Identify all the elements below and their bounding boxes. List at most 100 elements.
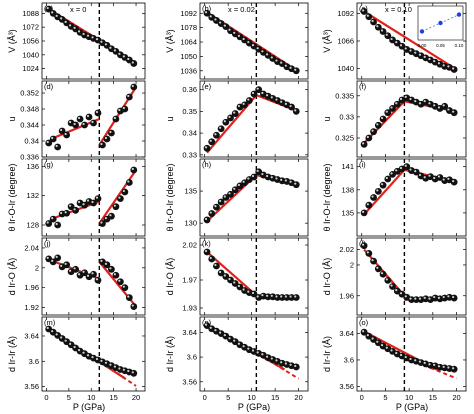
y-tick-label: 1.96	[339, 291, 354, 300]
y-tick-label: 1050	[180, 52, 197, 61]
data-point	[54, 143, 62, 151]
data-point	[236, 283, 244, 291]
data-point	[250, 90, 258, 98]
data-point	[292, 181, 300, 189]
data-point	[94, 109, 102, 117]
y-axis-label: θ Ir-O-Ir (degree)	[165, 163, 175, 231]
x-tick-label: 0	[44, 393, 48, 402]
data-point	[90, 119, 97, 127]
data-point	[360, 8, 368, 15]
data-point	[408, 296, 415, 303]
data-point	[379, 115, 387, 123]
data-point	[208, 210, 216, 217]
plot-frame	[356, 316, 467, 392]
x-tick-label: 20	[132, 393, 140, 402]
panel-label: (j)	[44, 239, 51, 248]
y-tick-label: 2.02	[182, 241, 197, 250]
panel-label: (k)	[202, 239, 211, 248]
x-tick-label: 10	[247, 393, 255, 402]
data-point	[99, 141, 106, 149]
data-point	[384, 175, 392, 183]
data-point	[374, 23, 382, 31]
data-point	[255, 86, 263, 94]
x-tick-label: 5	[383, 393, 387, 402]
plot-frame	[356, 158, 467, 237]
y-tick-label: 1072	[22, 23, 39, 32]
y-tick-label: 0.34	[182, 129, 197, 138]
data-point	[63, 131, 71, 139]
data-point	[90, 199, 97, 207]
x-tick-label: 20	[452, 393, 460, 402]
panel-label: (e)	[202, 82, 212, 91]
data-point	[116, 278, 124, 286]
x-tick-label: 20	[294, 393, 302, 402]
data-point	[450, 178, 458, 186]
data-point	[112, 203, 120, 211]
data-point	[222, 118, 230, 126]
y-tick-label: 0.344	[20, 121, 39, 130]
data-point	[227, 276, 234, 284]
x-axis-label-col2: P (GPa)	[238, 402, 270, 412]
data-point	[360, 242, 368, 250]
y-axis-label: V (Å³)	[322, 29, 332, 53]
data-point	[90, 270, 97, 278]
fit-line	[206, 94, 258, 154]
y-tick-label: 138	[341, 185, 354, 194]
y-tick-label: 0.34	[24, 137, 39, 146]
data-point	[103, 135, 111, 143]
plot-frame	[41, 158, 146, 237]
panel-b: 1036 1050 1064 1078 1092 V (Å³) (b) x = 0.02	[165, 2, 309, 80]
plot-frame	[199, 316, 309, 392]
y-tick-label: 3.56	[24, 382, 39, 391]
data-point	[217, 269, 225, 277]
data-point	[217, 125, 225, 133]
data-point	[374, 339, 382, 347]
y-tick-label: 1024	[22, 64, 39, 73]
data-point	[203, 144, 211, 152]
data-point	[125, 294, 133, 302]
data-point	[379, 270, 387, 278]
y-tick-label: 136	[26, 162, 39, 171]
inset-data-point	[456, 12, 462, 17]
data-point	[360, 209, 368, 217]
data-point	[292, 67, 300, 75]
panel-i: 135 138 141 θ Ir-O-Ir (degree) (i)	[322, 158, 467, 237]
plot-frame	[41, 237, 146, 316]
panel-d: 0.336 0.34 0.344 0.348 0.352 u (d)	[7, 80, 146, 162]
x-tick-label: 10	[405, 393, 413, 402]
data-point	[45, 139, 53, 147]
data-point	[450, 109, 458, 117]
data-point	[393, 100, 401, 108]
data-point	[360, 140, 368, 148]
data-point	[45, 220, 53, 227]
data-point	[49, 135, 57, 143]
y-tick-label: 130	[184, 219, 197, 228]
y-tick-label: 1064	[180, 38, 197, 47]
data-point	[108, 265, 115, 273]
data-point	[250, 290, 258, 298]
y-axis-label: u	[322, 116, 332, 121]
data-point	[67, 203, 75, 211]
data-point	[81, 201, 88, 209]
data-point	[450, 365, 458, 373]
data-point	[288, 294, 295, 301]
data-point	[227, 114, 234, 122]
data-point	[365, 332, 373, 340]
data-point	[58, 127, 66, 135]
data-point	[283, 294, 291, 301]
data-point	[374, 187, 382, 195]
data-point	[403, 163, 411, 171]
plot-frame	[199, 158, 309, 237]
data-point	[389, 105, 396, 112]
y-axis-label: d Ir-Ir (Å)	[7, 336, 17, 372]
y-tick-label: 135	[341, 208, 354, 217]
panel-label: (f)	[359, 82, 367, 91]
data-point	[370, 336, 377, 343]
x-axis-label-col1: P (GPa)	[73, 402, 105, 412]
data-point	[203, 248, 211, 256]
y-tick-label: 1040	[22, 50, 39, 59]
plot-frame	[199, 80, 309, 158]
